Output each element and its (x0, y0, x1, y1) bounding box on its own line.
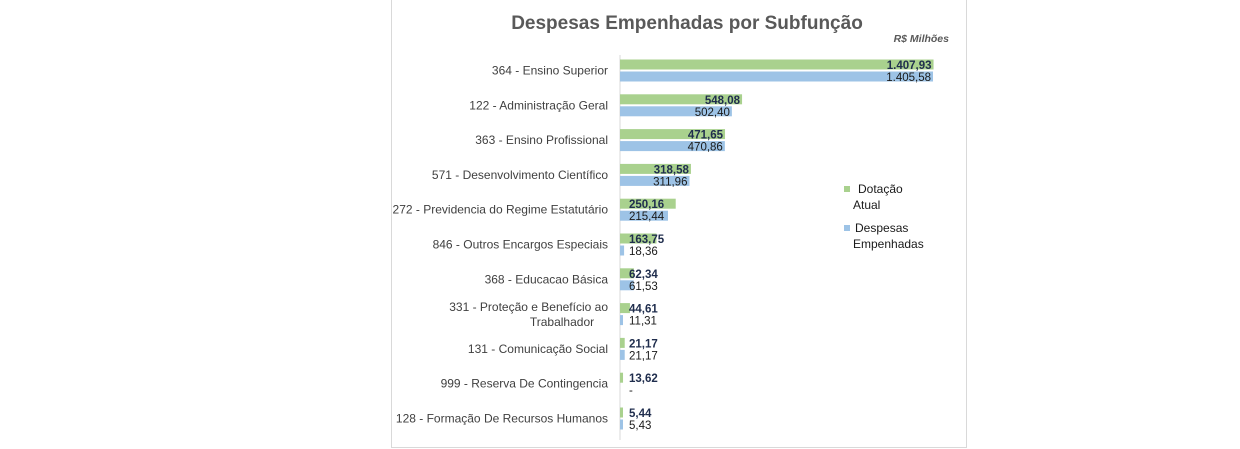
category-label: 368 - Educacao Básica (485, 272, 609, 286)
unit-label: R$ Milhões (894, 33, 950, 45)
bar-dotacao-atual (620, 94, 743, 105)
data-label-despesas: - (629, 385, 633, 397)
legend-swatch (844, 186, 850, 192)
data-label-despesas: 61,53 (629, 281, 658, 293)
legend-label: Dotação (858, 182, 903, 196)
bar-dotacao-atual (620, 198, 676, 209)
bar-despesas-empenhadas (620, 175, 690, 186)
category-label-line: Trabalhador (530, 315, 594, 329)
bar-dotacao-atual (620, 372, 624, 383)
legend: Dotação Atual Despesas Empenhadas (844, 182, 924, 251)
bar-despesas-empenhadas (620, 280, 634, 291)
category-label: 331 - Proteção e Benefício ao Trabalhador (449, 300, 608, 329)
bar-dotacao-atual (620, 129, 726, 140)
category-label-line: 331 - Proteção e Benefício ao (449, 300, 608, 314)
data-label-dotacao: 13,62 (629, 373, 658, 385)
data-label-despesas: 502,40 (695, 107, 730, 119)
data-label-dotacao: 21,17 (629, 338, 658, 350)
data-label-dotacao: 548,08 (705, 95, 741, 107)
bar-dotacao-atual (620, 303, 630, 314)
data-label-despesas: 18,36 (629, 246, 658, 258)
data-label-dotacao: 5,44 (629, 408, 652, 420)
chart-svg: Despesas Empenhadas por Subfunção R$ Mil… (393, 13, 950, 440)
legend-label: Atual (853, 198, 880, 212)
bar-despesas-empenhadas (620, 349, 625, 360)
category-label: 128 - Formação De Recursos Humanos (396, 412, 608, 426)
bar-dotacao-atual (620, 59, 934, 70)
bar-dotacao-atual (620, 337, 625, 348)
bar-despesas-empenhadas (620, 315, 623, 326)
data-label-dotacao: 163,75 (629, 234, 665, 246)
bar-despesas-empenhadas (620, 106, 732, 117)
category-label: 364 - Ensino Superior (492, 64, 608, 78)
bar-despesas-empenhadas (620, 245, 625, 256)
data-label-dotacao: 250,16 (629, 199, 664, 211)
chart-frame: Despesas Empenhadas por Subfunção R$ Mil… (391, 0, 967, 448)
data-label-despesas: 470,86 (688, 142, 723, 154)
data-label-despesas: 21,17 (629, 350, 658, 362)
category-label: 131 - Comunicação Social (468, 342, 608, 356)
bars-group: 364 - Ensino Superior 1.407,931.405,58 122… (393, 59, 934, 432)
bar-dotacao-atual (620, 407, 623, 418)
data-label-dotacao: 318,58 (654, 164, 690, 176)
category-label: 122 - Administração Geral (469, 98, 608, 112)
bar-dotacao-atual (620, 268, 634, 279)
legend-label: Despesas (855, 221, 908, 235)
data-label-despesas: 215,44 (629, 211, 665, 223)
data-label-dotacao: 1.407,93 (887, 60, 932, 72)
bar-despesas-empenhadas (620, 71, 934, 82)
chart-title: Despesas Empenhadas por Subfunção (511, 13, 863, 34)
data-label-dotacao: 471,65 (688, 130, 724, 142)
category-label: 363 - Ensino Profissional (475, 133, 608, 147)
category-label: 846 - Outros Encargos Especiais (433, 238, 608, 252)
data-label-despesas: 311,96 (653, 176, 687, 188)
bar-dotacao-atual (620, 163, 691, 174)
data-label-dotacao: 62,34 (629, 269, 658, 281)
data-label-despesas: 1.405,58 (886, 72, 931, 84)
bar-despesas-empenhadas (620, 210, 668, 221)
legend-swatch (844, 225, 850, 231)
bar-despesas-empenhadas (620, 419, 623, 430)
data-label-despesas: 11,31 (629, 316, 657, 328)
bar-despesas-empenhadas (620, 141, 725, 152)
bar-dotacao-atual (620, 233, 657, 244)
data-label-despesas: 5,43 (629, 420, 651, 432)
category-label: 571 - Desenvolvimento Científico (432, 168, 608, 182)
category-label: 999 - Reserva De Contingencia (441, 377, 609, 391)
data-label-dotacao: 44,61 (629, 304, 658, 316)
legend-label: Empenhadas (853, 237, 924, 251)
category-label: 272 - Previdencia do Regime Estatutário (393, 203, 609, 217)
